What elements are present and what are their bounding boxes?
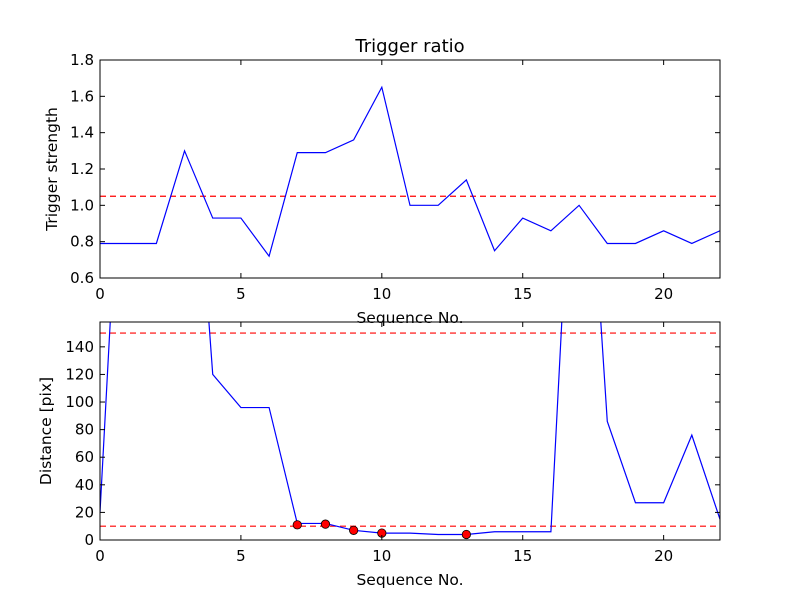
y-axis-label: Distance [pix]	[37, 377, 55, 485]
y-tick-label: 1.4	[70, 124, 94, 142]
axes-frame	[99, 321, 721, 541]
y-tick-label: 1.6	[70, 87, 94, 105]
y-tick-label: 20	[75, 503, 94, 521]
x-axis-label: Sequence No.	[356, 309, 463, 327]
x-tick-label: 20	[654, 547, 673, 565]
series-line	[100, 85, 720, 258]
x-tick-label: 10	[372, 547, 391, 565]
plot-area-top: 0 5 10 15 20 0.6 0.8 1.0 1.2 1.4 1.6 1.8	[70, 51, 721, 303]
data-marker	[320, 519, 331, 529]
y-tick-label: 140	[65, 338, 94, 356]
chart-trigger-ratio: Trigger ratio Sequence No. Trigger stren…	[43, 36, 721, 327]
series-line	[100, 322, 720, 536]
y-axis-label: Trigger strength	[43, 107, 61, 232]
y-tick-label: 1.0	[70, 196, 94, 214]
data-marker	[292, 520, 302, 530]
x-tick-label: 20	[654, 285, 673, 303]
y-tick-label: 80	[75, 421, 94, 439]
y-tick-label: 40	[75, 476, 94, 494]
y-tick-label: 0	[84, 531, 94, 549]
chart-title: Trigger ratio	[354, 36, 464, 57]
x-tick-label: 5	[236, 547, 246, 565]
x-axis-label: Sequence No.	[356, 571, 463, 589]
y-tick-label: 0.6	[70, 269, 94, 287]
x-tick-label: 5	[236, 285, 246, 303]
x-tick-label: 15	[513, 285, 532, 303]
chart-distance: Sequence No. Distance [pix] 0 5 10 15 20 0 20 4…	[37, 321, 721, 589]
y-tick-label: 1.8	[70, 51, 94, 69]
y-tick-label: 0.8	[70, 233, 94, 251]
plot-area-bottom: 0 5 10 15 20 0 20 40 60 80 100 120 140	[65, 321, 721, 565]
y-tick-label: 60	[75, 448, 94, 466]
y-tick-label: 120	[65, 365, 94, 383]
x-tick-label: 0	[95, 285, 105, 303]
x-tick-label: 15	[513, 547, 532, 565]
data-marker	[349, 525, 359, 535]
y-tick-label: 1.2	[70, 160, 94, 178]
x-tick-label: 0	[95, 547, 105, 565]
y-tick-label: 100	[65, 393, 94, 411]
data-marker	[461, 529, 471, 540]
x-tick-label: 10	[372, 285, 391, 303]
